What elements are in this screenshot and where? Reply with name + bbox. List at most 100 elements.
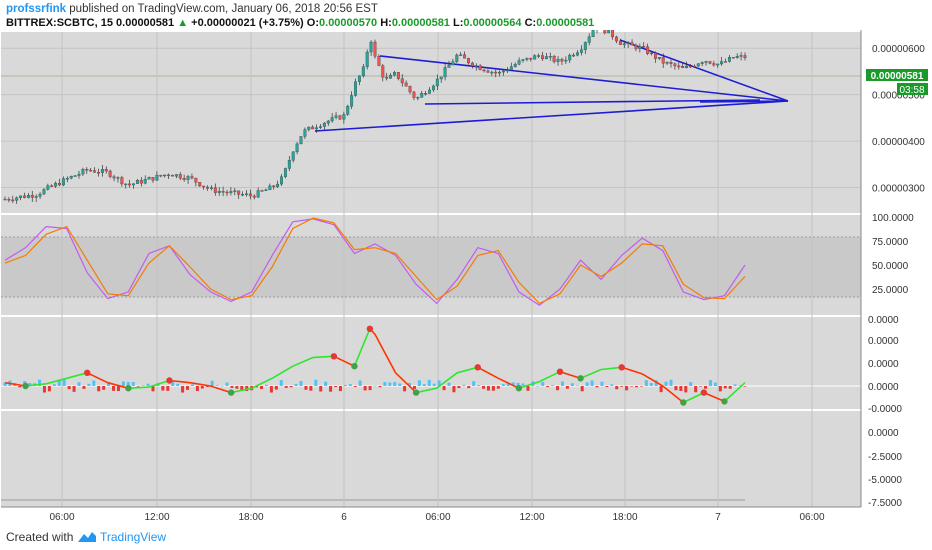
- change-value: +0.00000021 (+3.75%): [191, 17, 304, 29]
- candle-body: [420, 93, 424, 98]
- histogram-bar: [52, 384, 56, 386]
- oscillator-segment: [210, 385, 232, 394]
- price-axis[interactable]: [861, 30, 932, 525]
- chart-header: profssrfink published on TradingView.com…: [6, 2, 926, 32]
- low-label: L:: [453, 17, 464, 29]
- tradingview-brand-link[interactable]: TradingView: [100, 530, 167, 544]
- symbol-label[interactable]: BITTREX:SCBTC, 15: [6, 17, 113, 29]
- candle-body: [412, 91, 416, 98]
- close-value: 0.00000581: [536, 17, 595, 29]
- candle-body: [638, 46, 642, 50]
- histogram-bar: [131, 382, 135, 386]
- oscillator-segment: [271, 365, 294, 379]
- candle-body: [435, 78, 439, 87]
- oscillator-segment: [128, 386, 149, 389]
- candle-body: [3, 198, 7, 201]
- histogram-bar: [496, 386, 500, 389]
- candle-body: [385, 76, 389, 79]
- histogram-bar: [536, 385, 540, 387]
- candle-body: [357, 75, 361, 82]
- candle-body: [696, 63, 700, 67]
- histogram-bar: [501, 384, 505, 386]
- histogram-bar: [432, 383, 436, 386]
- empty-pane[interactable]: [1, 411, 861, 507]
- price-pane[interactable]: [1, 32, 861, 213]
- candle-body: [474, 65, 478, 67]
- oscillator-cross-dot: [618, 364, 625, 371]
- candle-body: [217, 191, 221, 193]
- oscillator-y-tick: 0.0000: [868, 315, 899, 326]
- histogram-bar: [363, 386, 367, 391]
- candle-body: [186, 176, 190, 180]
- candle-body: [104, 169, 108, 172]
- candle-body: [26, 195, 30, 198]
- x-tick-label: 7: [715, 512, 721, 523]
- candle-body: [155, 174, 159, 181]
- price-y-tick: 0.00000600: [872, 44, 925, 55]
- candle-body: [560, 59, 564, 62]
- candle-body: [724, 61, 727, 63]
- oscillator-segment: [66, 372, 88, 380]
- symbol-line: BITTREX:SCBTC, 15 0.00000581 ▲ +0.000000…: [6, 16, 926, 30]
- candle-body: [587, 36, 591, 43]
- histogram-bar: [541, 382, 545, 386]
- open-value: 0.00000570: [319, 17, 378, 29]
- histogram-bar: [467, 386, 471, 389]
- candle-body: [576, 52, 579, 56]
- histogram-bar: [477, 385, 481, 386]
- oscillator-segment: [292, 356, 314, 367]
- candle-body: [521, 59, 525, 61]
- oscillator-segment: [662, 385, 684, 404]
- author-link[interactable]: profssrfink: [6, 3, 67, 15]
- histogram-bar: [654, 380, 658, 386]
- histogram-bar: [107, 382, 111, 386]
- candle-body: [326, 120, 330, 124]
- candle-body: [135, 180, 139, 184]
- candle-body: [97, 172, 100, 174]
- candle-body: [342, 114, 346, 120]
- histogram-bar: [47, 386, 51, 392]
- candle-body: [58, 182, 61, 186]
- histogram-bar: [723, 386, 727, 389]
- candle-body: [630, 42, 634, 46]
- candle-body: [272, 185, 276, 188]
- high-label: H:: [380, 17, 392, 29]
- histogram-bar: [620, 386, 624, 387]
- oscillator-segment: [682, 391, 705, 404]
- candle-body: [451, 61, 455, 66]
- oscillator-segment: [169, 379, 191, 384]
- candle-body: [334, 115, 338, 118]
- candle-body: [202, 185, 206, 188]
- oscillator-segment: [333, 355, 355, 367]
- histogram-bar: [442, 386, 446, 391]
- histogram-bar: [733, 384, 737, 386]
- histogram-bar: [373, 385, 377, 387]
- chart-canvas[interactable]: 0.00000600 0.00000500 0.00000400 0.00000300…: [0, 30, 932, 525]
- oscillator-y-tick: -0.0000: [868, 404, 902, 415]
- candle-body: [46, 185, 50, 190]
- oscillator-cross-dot: [84, 369, 91, 376]
- candle-body: [400, 78, 404, 84]
- stochastic-y-tick: 25.0000: [872, 285, 909, 296]
- histogram-bar: [516, 382, 520, 386]
- trendlines: [314, 39, 789, 132]
- candle-body: [525, 57, 529, 60]
- candle-body: [182, 178, 186, 180]
- histogram-bar: [309, 386, 313, 391]
- histogram-bar: [551, 385, 555, 386]
- candle-body: [677, 65, 681, 68]
- histogram-bar: [136, 386, 140, 387]
- candle-body: [424, 93, 428, 95]
- histogram-bar: [353, 386, 357, 387]
- oscillator-line: [3, 325, 747, 406]
- time-axis[interactable]: [1, 507, 861, 525]
- histogram-bar: [639, 386, 643, 387]
- histogram-bar: [314, 379, 318, 386]
- candle-body: [163, 174, 167, 177]
- candle-body: [716, 63, 720, 66]
- countdown-badge-text: 03:58: [899, 85, 924, 96]
- candle-body: [572, 54, 576, 57]
- candle-body: [498, 71, 502, 74]
- oscillator-cross-dot: [125, 385, 132, 392]
- candle-body: [700, 62, 704, 64]
